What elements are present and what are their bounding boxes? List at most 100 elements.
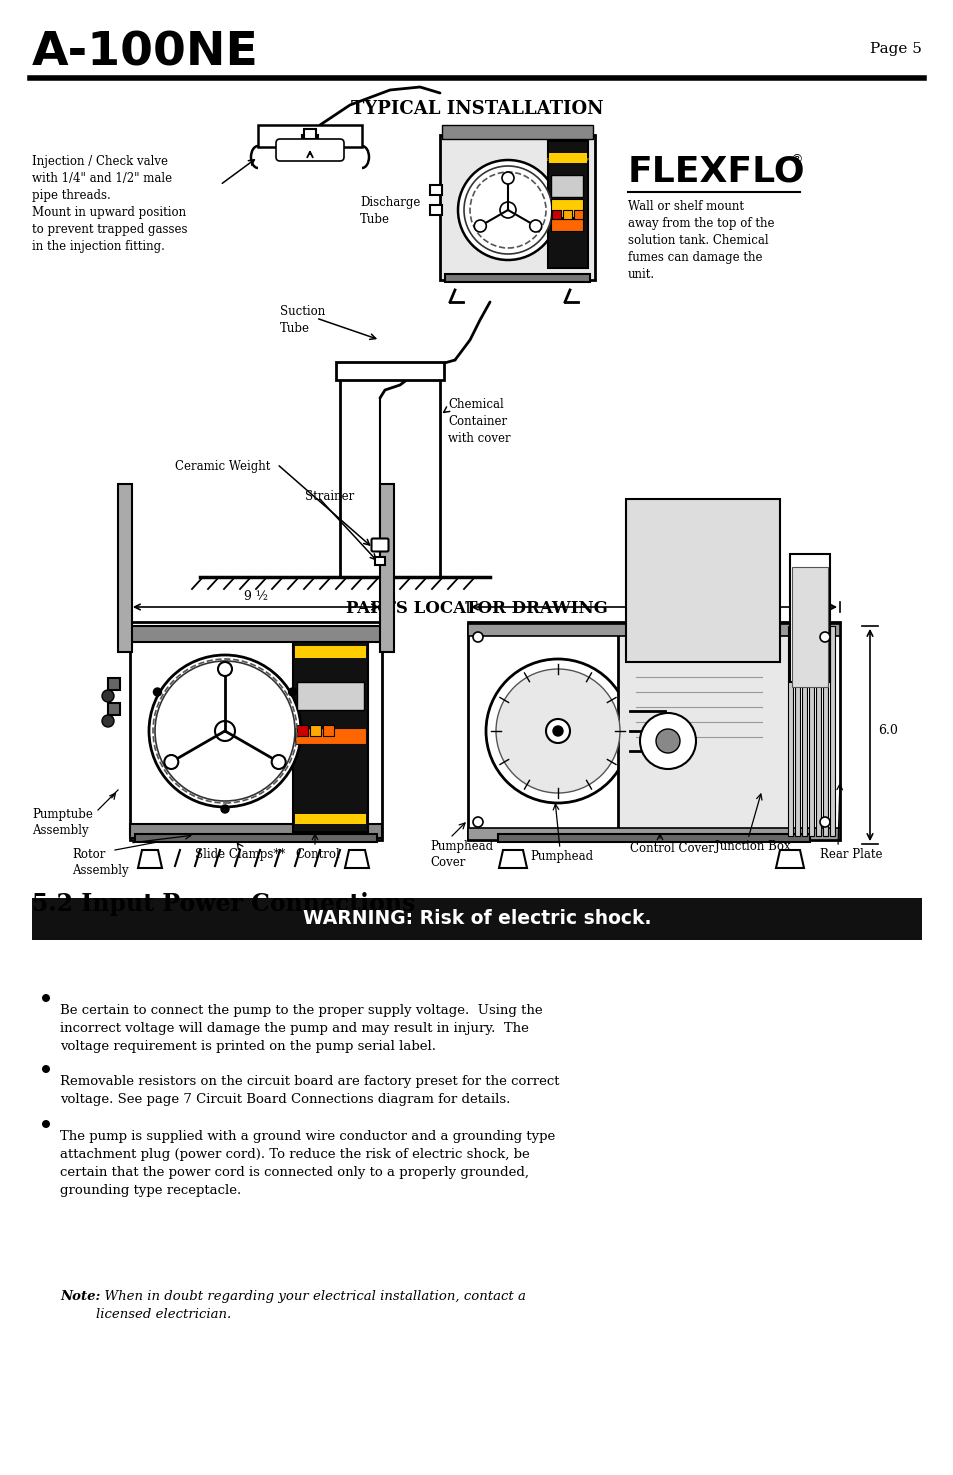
Bar (791, 566, 827, 687)
Text: Ceramic Weight: Ceramic Weight (174, 460, 270, 473)
Bar (808, 625, 813, 836)
Bar (375, 558, 385, 565)
Bar (468, 827, 840, 839)
Text: Chemical
Container
with cover: Chemical Container with cover (448, 398, 510, 445)
Bar (294, 646, 366, 658)
Bar (294, 729, 366, 743)
Bar (822, 625, 827, 836)
Text: TYPICAL INSTALLATION: TYPICAL INSTALLATION (351, 100, 602, 118)
Text: WARNING: Risk of electric shock.: WARNING: Risk of electric shock. (302, 910, 651, 928)
Circle shape (820, 631, 829, 642)
Bar (497, 833, 809, 842)
Text: Be certain to connect the pump to the proper supply voltage.  Using the
incorrec: Be certain to connect the pump to the pr… (60, 1004, 542, 1053)
Bar (618, 625, 789, 836)
Bar (789, 555, 829, 681)
Bar (801, 625, 806, 836)
Bar (829, 625, 834, 836)
Text: Pumphead
Cover: Pumphead Cover (430, 839, 493, 869)
Circle shape (463, 167, 552, 254)
Text: Control: Control (294, 848, 339, 861)
Text: Slide Clamps**: Slide Clamps** (194, 848, 285, 861)
Bar (310, 726, 320, 736)
Bar (430, 205, 441, 215)
Text: Note:: Note: (60, 1291, 100, 1302)
Bar (548, 153, 586, 164)
Bar (296, 726, 308, 736)
FancyBboxPatch shape (371, 538, 388, 552)
Polygon shape (345, 850, 369, 867)
Text: DIGITAL TIMER PUMP: DIGITAL TIMER PUMP (304, 652, 355, 656)
Bar (118, 484, 132, 652)
Text: The pump is supplied with a ground wire conductor and a grounding type
attachmen: The pump is supplied with a ground wire … (60, 1130, 555, 1198)
Circle shape (499, 202, 516, 218)
Bar (379, 484, 394, 652)
Circle shape (42, 1120, 50, 1128)
Bar (574, 209, 582, 218)
Circle shape (656, 729, 679, 754)
Bar (323, 726, 334, 736)
Text: PARTS LOCATOR DRAWING: PARTS LOCATOR DRAWING (346, 600, 607, 617)
Text: 9 ⅛: 9 ⅛ (641, 590, 665, 603)
Text: Removable resistors on the circuit board are factory preset for the correct
volt: Removable resistors on the circuit board… (60, 1075, 558, 1106)
Bar (625, 499, 780, 662)
Circle shape (496, 670, 619, 794)
Bar (130, 825, 381, 838)
Bar (304, 128, 315, 139)
Text: 9 ½: 9 ½ (244, 590, 268, 603)
Bar (444, 274, 589, 282)
Bar (794, 625, 800, 836)
Circle shape (42, 994, 50, 1002)
Circle shape (102, 690, 113, 702)
Bar (130, 622, 381, 839)
Text: Rotor
Assembly: Rotor Assembly (71, 848, 129, 878)
Circle shape (639, 712, 696, 768)
Polygon shape (138, 850, 162, 867)
Text: DIGITAL TIMER PUMP: DIGITAL TIMER PUMP (546, 158, 589, 162)
Circle shape (529, 220, 541, 232)
Text: 5.2 Input Power Connections: 5.2 Input Power Connections (32, 892, 415, 916)
Circle shape (272, 755, 285, 768)
Polygon shape (775, 850, 803, 867)
Circle shape (102, 715, 113, 727)
Bar (294, 814, 366, 825)
Circle shape (473, 631, 482, 642)
Circle shape (42, 1065, 50, 1072)
Bar (108, 678, 120, 690)
Bar (551, 176, 582, 198)
Circle shape (501, 173, 514, 184)
Text: Pumptube
Assembly: Pumptube Assembly (32, 808, 92, 836)
Text: A-100NE: A-100NE (32, 30, 258, 75)
Bar (439, 136, 595, 280)
Bar (551, 218, 582, 232)
Bar (468, 622, 840, 839)
Circle shape (154, 661, 294, 801)
Bar (32, 898, 921, 940)
Circle shape (164, 755, 178, 768)
Bar (130, 625, 381, 642)
Bar (552, 209, 560, 218)
Text: Rear Plate: Rear Plate (820, 848, 882, 861)
Text: 6.0: 6.0 (877, 724, 897, 738)
Circle shape (457, 159, 558, 260)
Circle shape (474, 220, 486, 232)
Bar (302, 136, 317, 148)
Bar (562, 209, 572, 218)
Text: Strainer: Strainer (305, 490, 354, 503)
Circle shape (820, 817, 829, 827)
Circle shape (149, 655, 301, 807)
Circle shape (218, 662, 232, 676)
Circle shape (288, 687, 296, 696)
Text: ®: ® (789, 153, 801, 167)
Bar (430, 184, 441, 195)
Text: Page 5: Page 5 (869, 41, 921, 56)
Text: Discharge
Tube: Discharge Tube (359, 196, 420, 226)
Text: When in doubt regarding your electrical installation, contact a
licensed electri: When in doubt regarding your electrical … (96, 1291, 525, 1322)
Bar (551, 199, 582, 217)
Bar (441, 125, 593, 139)
Bar (815, 625, 821, 836)
Bar (547, 142, 587, 268)
Circle shape (221, 805, 229, 813)
Text: Pumphead: Pumphead (530, 850, 593, 863)
Text: FLEXFLO: FLEXFLO (627, 155, 804, 189)
Bar (293, 642, 368, 832)
